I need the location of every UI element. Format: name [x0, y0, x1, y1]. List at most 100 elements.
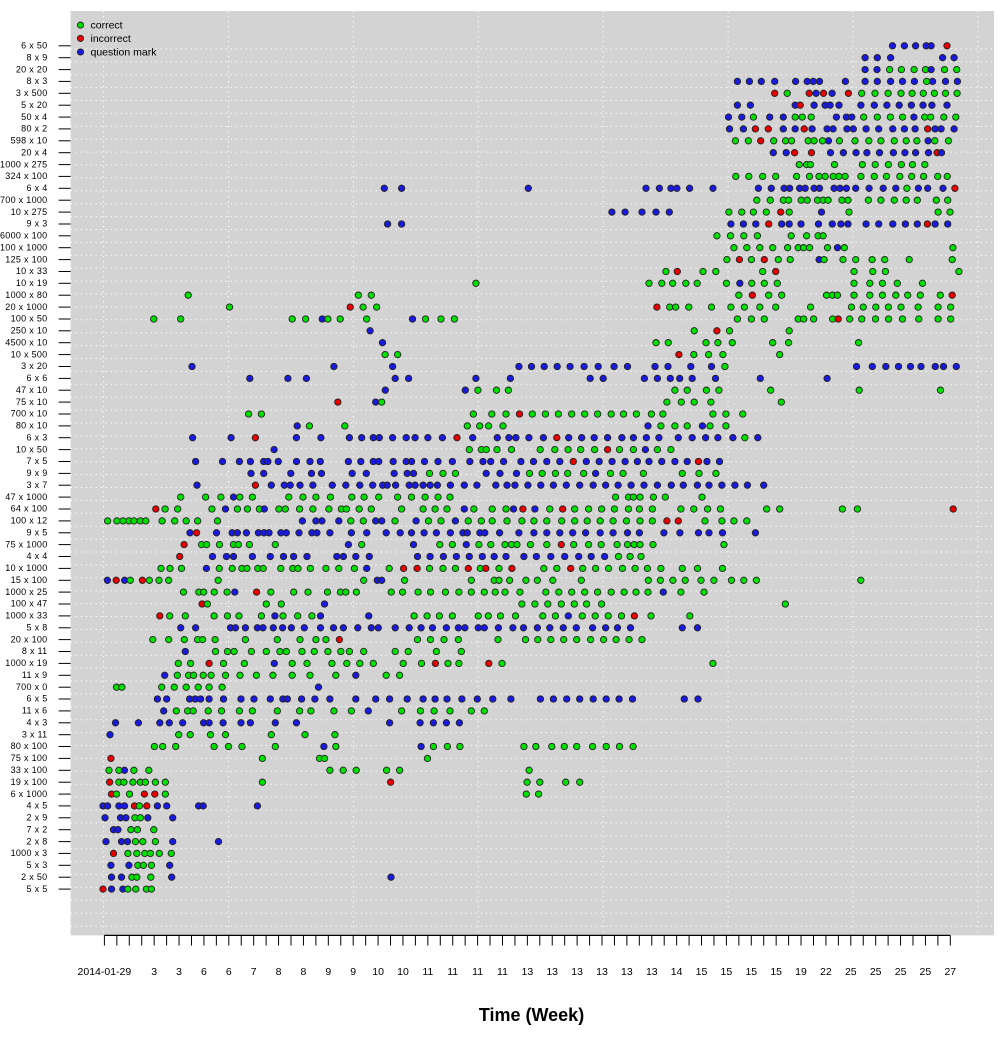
svg-text:5 x 3: 5 x 3	[26, 860, 47, 870]
svg-text:correct: correct	[91, 20, 123, 32]
svg-text:64 x 100: 64 x 100	[11, 504, 48, 514]
svg-text:700 x 0: 700 x 0	[16, 682, 48, 692]
svg-text:9 x 9: 9 x 9	[26, 468, 47, 478]
svg-text:3: 3	[151, 966, 157, 978]
svg-text:47 x 1000: 47 x 1000	[5, 492, 47, 502]
svg-text:13: 13	[571, 966, 583, 978]
svg-text:8: 8	[300, 966, 306, 978]
svg-text:13: 13	[621, 966, 633, 978]
svg-text:20 x 20: 20 x 20	[16, 64, 48, 74]
svg-text:6 x 50: 6 x 50	[21, 41, 47, 51]
svg-text:10 x 50: 10 x 50	[16, 444, 48, 454]
svg-text:4 x 3: 4 x 3	[26, 718, 47, 728]
svg-text:75 x 10: 75 x 10	[16, 397, 48, 407]
svg-text:25: 25	[920, 966, 932, 978]
svg-text:1000 x 80: 1000 x 80	[5, 290, 47, 300]
svg-text:13: 13	[596, 966, 608, 978]
svg-text:700 x 10: 700 x 10	[11, 409, 48, 419]
svg-text:20 x 100: 20 x 100	[11, 634, 48, 644]
svg-text:6 x 4: 6 x 4	[26, 183, 47, 193]
svg-text:4 x 5: 4 x 5	[26, 801, 47, 811]
svg-text:2 x 9: 2 x 9	[26, 813, 47, 823]
svg-text:598 x 10: 598 x 10	[11, 136, 48, 146]
svg-text:80 x 10: 80 x 10	[16, 421, 48, 431]
svg-text:7 x 5: 7 x 5	[26, 456, 47, 466]
svg-text:2014-01-29: 2014-01-29	[78, 966, 132, 978]
svg-text:3: 3	[176, 966, 182, 978]
svg-text:8 x 9: 8 x 9	[26, 52, 47, 62]
svg-text:10 x 1000: 10 x 1000	[5, 563, 47, 573]
svg-text:1000 x 3: 1000 x 3	[11, 848, 48, 858]
svg-text:13: 13	[646, 966, 658, 978]
svg-text:3 x 500: 3 x 500	[16, 88, 48, 98]
svg-text:1000 x 275: 1000 x 275	[0, 159, 48, 169]
svg-text:13: 13	[546, 966, 558, 978]
svg-text:2 x 8: 2 x 8	[26, 836, 47, 846]
svg-text:25: 25	[895, 966, 907, 978]
svg-text:11 x 9: 11 x 9	[22, 670, 48, 680]
svg-text:4 x 4: 4 x 4	[26, 551, 47, 561]
svg-text:8: 8	[276, 966, 282, 978]
svg-text:100 x 50: 100 x 50	[11, 314, 48, 324]
svg-text:1000 x 33: 1000 x 33	[5, 611, 47, 621]
svg-text:11: 11	[447, 966, 458, 978]
svg-text:125 x 100: 125 x 100	[5, 254, 47, 264]
svg-text:5 x 8: 5 x 8	[26, 623, 47, 633]
svg-text:4500 x 10: 4500 x 10	[5, 337, 47, 347]
svg-text:14: 14	[671, 966, 683, 978]
svg-text:8 x 11: 8 x 11	[22, 646, 48, 656]
svg-text:6 x 3: 6 x 3	[26, 432, 47, 442]
svg-text:33 x 100: 33 x 100	[11, 765, 48, 775]
svg-text:75 x 100: 75 x 100	[11, 753, 48, 763]
svg-text:700 x 1000: 700 x 1000	[0, 195, 48, 205]
svg-text:250 x 10: 250 x 10	[11, 326, 48, 336]
svg-text:7 x 2: 7 x 2	[26, 824, 47, 834]
svg-text:10 x 500: 10 x 500	[11, 349, 48, 359]
svg-text:3 x 20: 3 x 20	[21, 361, 47, 371]
svg-text:15: 15	[696, 966, 708, 978]
svg-text:1000 x 19: 1000 x 19	[5, 658, 47, 668]
svg-text:11 x 6: 11 x 6	[22, 706, 48, 716]
svg-text:9: 9	[350, 966, 356, 978]
svg-text:80 x 100: 80 x 100	[11, 741, 48, 751]
svg-text:100 x 1000: 100 x 1000	[0, 242, 48, 252]
svg-text:20 x 1000: 20 x 1000	[5, 302, 47, 312]
svg-text:10: 10	[372, 966, 384, 978]
svg-text:6 x 5: 6 x 5	[26, 694, 47, 704]
svg-text:3 x 11: 3 x 11	[22, 729, 48, 739]
svg-text:6 x 6: 6 x 6	[26, 373, 47, 383]
svg-text:15: 15	[745, 966, 757, 978]
svg-text:6 x 1000: 6 x 1000	[11, 789, 48, 799]
svg-text:50 x 4: 50 x 4	[21, 112, 47, 122]
svg-text:20 x 4: 20 x 4	[21, 147, 47, 157]
svg-text:9: 9	[325, 966, 331, 978]
svg-text:10: 10	[397, 966, 409, 978]
svg-text:19: 19	[795, 966, 807, 978]
svg-text:47 x 10: 47 x 10	[16, 385, 48, 395]
svg-text:22: 22	[820, 966, 832, 978]
svg-text:1000 x 25: 1000 x 25	[5, 587, 47, 597]
svg-text:10 x 275: 10 x 275	[11, 207, 48, 217]
svg-text:9 x 5: 9 x 5	[26, 528, 47, 538]
svg-text:100 x 12: 100 x 12	[11, 516, 48, 526]
svg-text:324 x 100: 324 x 100	[5, 171, 47, 181]
svg-text:question mark: question mark	[91, 47, 158, 59]
svg-text:75 x 1000: 75 x 1000	[5, 539, 47, 549]
svg-text:10 x 33: 10 x 33	[16, 266, 48, 276]
svg-text:8 x 3: 8 x 3	[26, 76, 47, 86]
svg-text:13: 13	[522, 966, 534, 978]
svg-text:100 x 47: 100 x 47	[11, 599, 48, 609]
svg-text:5 x 5: 5 x 5	[26, 884, 47, 894]
svg-text:5 x 20: 5 x 20	[21, 100, 47, 110]
svg-text:11: 11	[472, 966, 483, 978]
svg-text:15: 15	[770, 966, 782, 978]
svg-text:11: 11	[422, 966, 433, 978]
svg-text:25: 25	[870, 966, 882, 978]
svg-text:10 x 19: 10 x 19	[16, 278, 48, 288]
svg-text:2 x 50: 2 x 50	[21, 872, 47, 882]
svg-text:3 x 7: 3 x 7	[26, 480, 47, 490]
svg-text:9 x 3: 9 x 3	[26, 219, 47, 229]
svg-text:6: 6	[201, 966, 207, 978]
svg-text:15 x 100: 15 x 100	[11, 575, 48, 585]
svg-text:7: 7	[251, 966, 257, 978]
